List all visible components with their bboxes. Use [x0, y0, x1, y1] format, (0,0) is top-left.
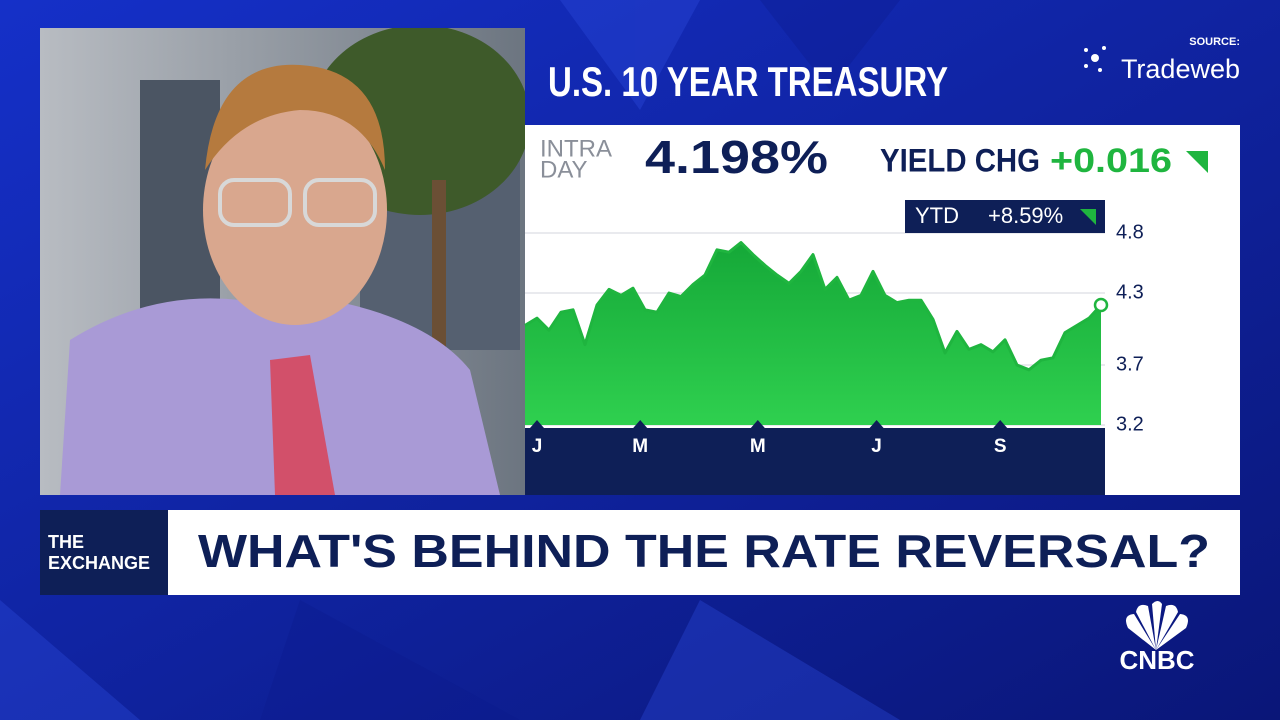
up-indicator [1186, 151, 1208, 173]
source-label: SOURCE: [1189, 36, 1240, 48]
show-name: EXCHANGE [48, 553, 150, 573]
yield-change-value: +0.016 [1050, 142, 1172, 180]
x-tick-mark [750, 420, 765, 428]
y-tick-label: 4.3 [1116, 281, 1144, 303]
y-tick-label: 3.2 [1116, 413, 1144, 435]
x-tick-label: M [632, 436, 648, 457]
intraday-label: INTRA [540, 135, 612, 162]
line [524, 241, 1103, 372]
show-badge [40, 510, 168, 595]
area [525, 242, 1101, 425]
y-tick-label: 4.8 [1116, 221, 1144, 243]
intraday-label: DAY [540, 156, 588, 183]
video-feed [40, 28, 525, 495]
chart-headline: U.S. 10 YEAR TREASURY [548, 58, 948, 105]
yield-change-label: YIELD CHG [880, 142, 1040, 178]
network-logo: CNBC [1119, 645, 1194, 675]
tradeweb-logo [1084, 46, 1106, 72]
cnbc-peacock [1126, 601, 1188, 650]
x-tick-mark [530, 420, 544, 428]
lower-third [168, 510, 1240, 595]
x-tick-label: M [750, 436, 766, 457]
ytd-box [905, 200, 1105, 233]
y-tick-label: 3.7 [1116, 353, 1144, 375]
x-tick-mark [633, 420, 648, 428]
x-tick-mark [869, 420, 884, 428]
background-pattern [0, 0, 900, 720]
last-point [1093, 297, 1109, 313]
x-tick-label: S [994, 436, 1007, 457]
ytd-indicator [1080, 209, 1096, 225]
yield-value: 4.198% [645, 131, 828, 183]
ytd-label: YTD [915, 203, 959, 228]
x-tick-mark [993, 420, 1008, 428]
x-axis-band [525, 428, 1105, 495]
show-name: THE [48, 532, 84, 552]
lower-third-headline: WHAT'S BEHIND THE RATE REVERSAL? [198, 525, 1210, 577]
x-tick-label: J [532, 436, 543, 457]
source-name: Tradeweb [1121, 54, 1240, 84]
x-tick-label: J [871, 436, 882, 457]
ytd-value: +8.59% [988, 203, 1063, 228]
chart: 3.2 3.7 4.3 4.8 J M M J S [524, 221, 1144, 495]
